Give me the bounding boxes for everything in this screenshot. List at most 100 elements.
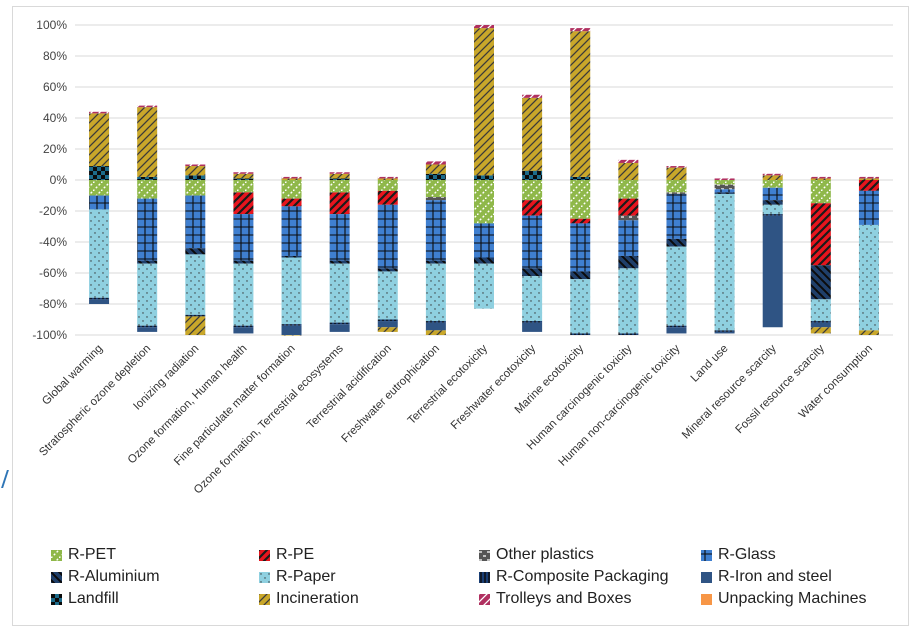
bar-segment	[281, 206, 302, 256]
bar-segment	[474, 263, 494, 309]
bar-segment	[137, 105, 158, 108]
bar-segment	[233, 192, 254, 215]
bar-segment	[137, 107, 158, 177]
bar-segment	[474, 28, 494, 176]
bar-segment	[522, 200, 543, 216]
bar-segment	[618, 162, 639, 180]
legend-item: Other plastics	[479, 544, 594, 566]
bar-segment	[474, 223, 494, 258]
bar-segment	[185, 316, 206, 335]
stacked-bar-chart: 100%80%60%40%20%0%-20%-40%-60%-80%-100% …	[32, 18, 893, 496]
bar-segment	[89, 180, 110, 196]
bar-segment	[425, 197, 446, 201]
bar-segment	[425, 173, 446, 180]
bar-segment	[137, 176, 158, 180]
bar-segment	[233, 327, 254, 334]
legend-item: R-Paper	[259, 566, 336, 588]
bar-segment	[810, 321, 831, 323]
bar-segment	[666, 167, 687, 180]
bar-segment	[618, 215, 639, 221]
bar-segment	[281, 198, 302, 207]
legend-swatch	[259, 593, 270, 605]
legend-label: Trolleys and Boxes	[496, 590, 632, 607]
bar-segment	[522, 321, 543, 323]
legend-label: Other plastics	[496, 546, 594, 563]
bar-segment	[666, 238, 687, 247]
bar-segment	[570, 333, 591, 335]
bar-segment	[570, 279, 591, 334]
legend-swatch	[259, 571, 270, 583]
legend-label: Unpacking Machines	[718, 590, 867, 607]
legend-swatch	[51, 549, 62, 561]
bar-segment	[474, 257, 494, 264]
bar-segment	[810, 203, 831, 266]
bar-segment	[810, 178, 831, 180]
bar-segment	[618, 198, 639, 216]
bar-segment	[666, 193, 687, 239]
bar-segment	[810, 327, 831, 334]
bar-segment	[666, 166, 687, 168]
legend-label: R-Composite Packaging	[496, 568, 669, 585]
bar-segment	[522, 268, 543, 277]
legend-label: Incineration	[276, 590, 359, 607]
bar-segment	[425, 322, 446, 331]
bar-segment	[329, 180, 350, 193]
bar-segment	[377, 327, 398, 332]
bar-segment	[858, 190, 879, 225]
legend-label: Landfill	[68, 590, 119, 607]
bar-segment	[377, 271, 398, 320]
bar-segment	[425, 260, 446, 264]
bar-segment	[329, 324, 350, 332]
chart-frame: 100% 80% 60% 40% 20% 0% -20% -40% -60% -80% -100% …	[12, 6, 909, 626]
bar-segment	[281, 324, 302, 326]
bar-segment	[618, 159, 639, 163]
bar-segment	[425, 321, 446, 323]
legend-swatch	[479, 549, 490, 561]
bar-segment	[377, 178, 398, 180]
bar-segment	[377, 268, 398, 272]
bar-segment	[89, 209, 110, 298]
bar-segment	[425, 180, 446, 198]
bar-segment	[425, 200, 446, 261]
bar-segment	[233, 178, 254, 180]
bar-segment	[618, 180, 639, 199]
x-tick-label: Mineral resource scarcity	[680, 342, 779, 441]
legend-swatch	[701, 593, 712, 605]
legend-label: R-Aluminium	[68, 568, 160, 585]
bar-segment	[714, 189, 735, 193]
bar-segment	[570, 223, 591, 272]
bar-segment	[329, 263, 350, 323]
bar-segment	[185, 195, 206, 249]
bar-segment	[714, 180, 735, 185]
bar-segment	[570, 271, 591, 280]
bar-segment	[810, 180, 831, 204]
bar-segment	[858, 330, 879, 335]
legend-item: R-Iron and steel	[701, 566, 832, 588]
legend-swatch	[51, 571, 62, 583]
legend-item: R-Glass	[701, 544, 776, 566]
bar-segment	[89, 195, 110, 210]
bar-segment	[570, 180, 591, 219]
legend-label: R-Iron and steel	[718, 568, 832, 585]
x-tick-label: Terrestrial ecotoxicity	[406, 342, 491, 427]
legend-item: R-Aluminium	[51, 566, 160, 588]
bar-segment	[522, 215, 543, 269]
bar-segment	[522, 170, 543, 180]
bar-segment	[858, 178, 879, 180]
bar-segment	[281, 335, 302, 336]
bar-segment	[185, 166, 206, 176]
bar-segment	[281, 180, 302, 199]
y-tick-label: 20%	[43, 142, 67, 156]
bar-segment	[329, 192, 350, 215]
bar-segment	[858, 176, 879, 179]
bar-segment	[666, 246, 687, 326]
bar-segment	[377, 176, 398, 179]
bar-segment	[377, 180, 398, 191]
bar-segment	[666, 192, 687, 194]
y-tick-label: -100%	[32, 328, 67, 342]
bar-segment	[329, 214, 350, 261]
bar-segment	[185, 175, 206, 180]
bar-segment	[810, 265, 831, 300]
bar-segment	[666, 327, 687, 334]
